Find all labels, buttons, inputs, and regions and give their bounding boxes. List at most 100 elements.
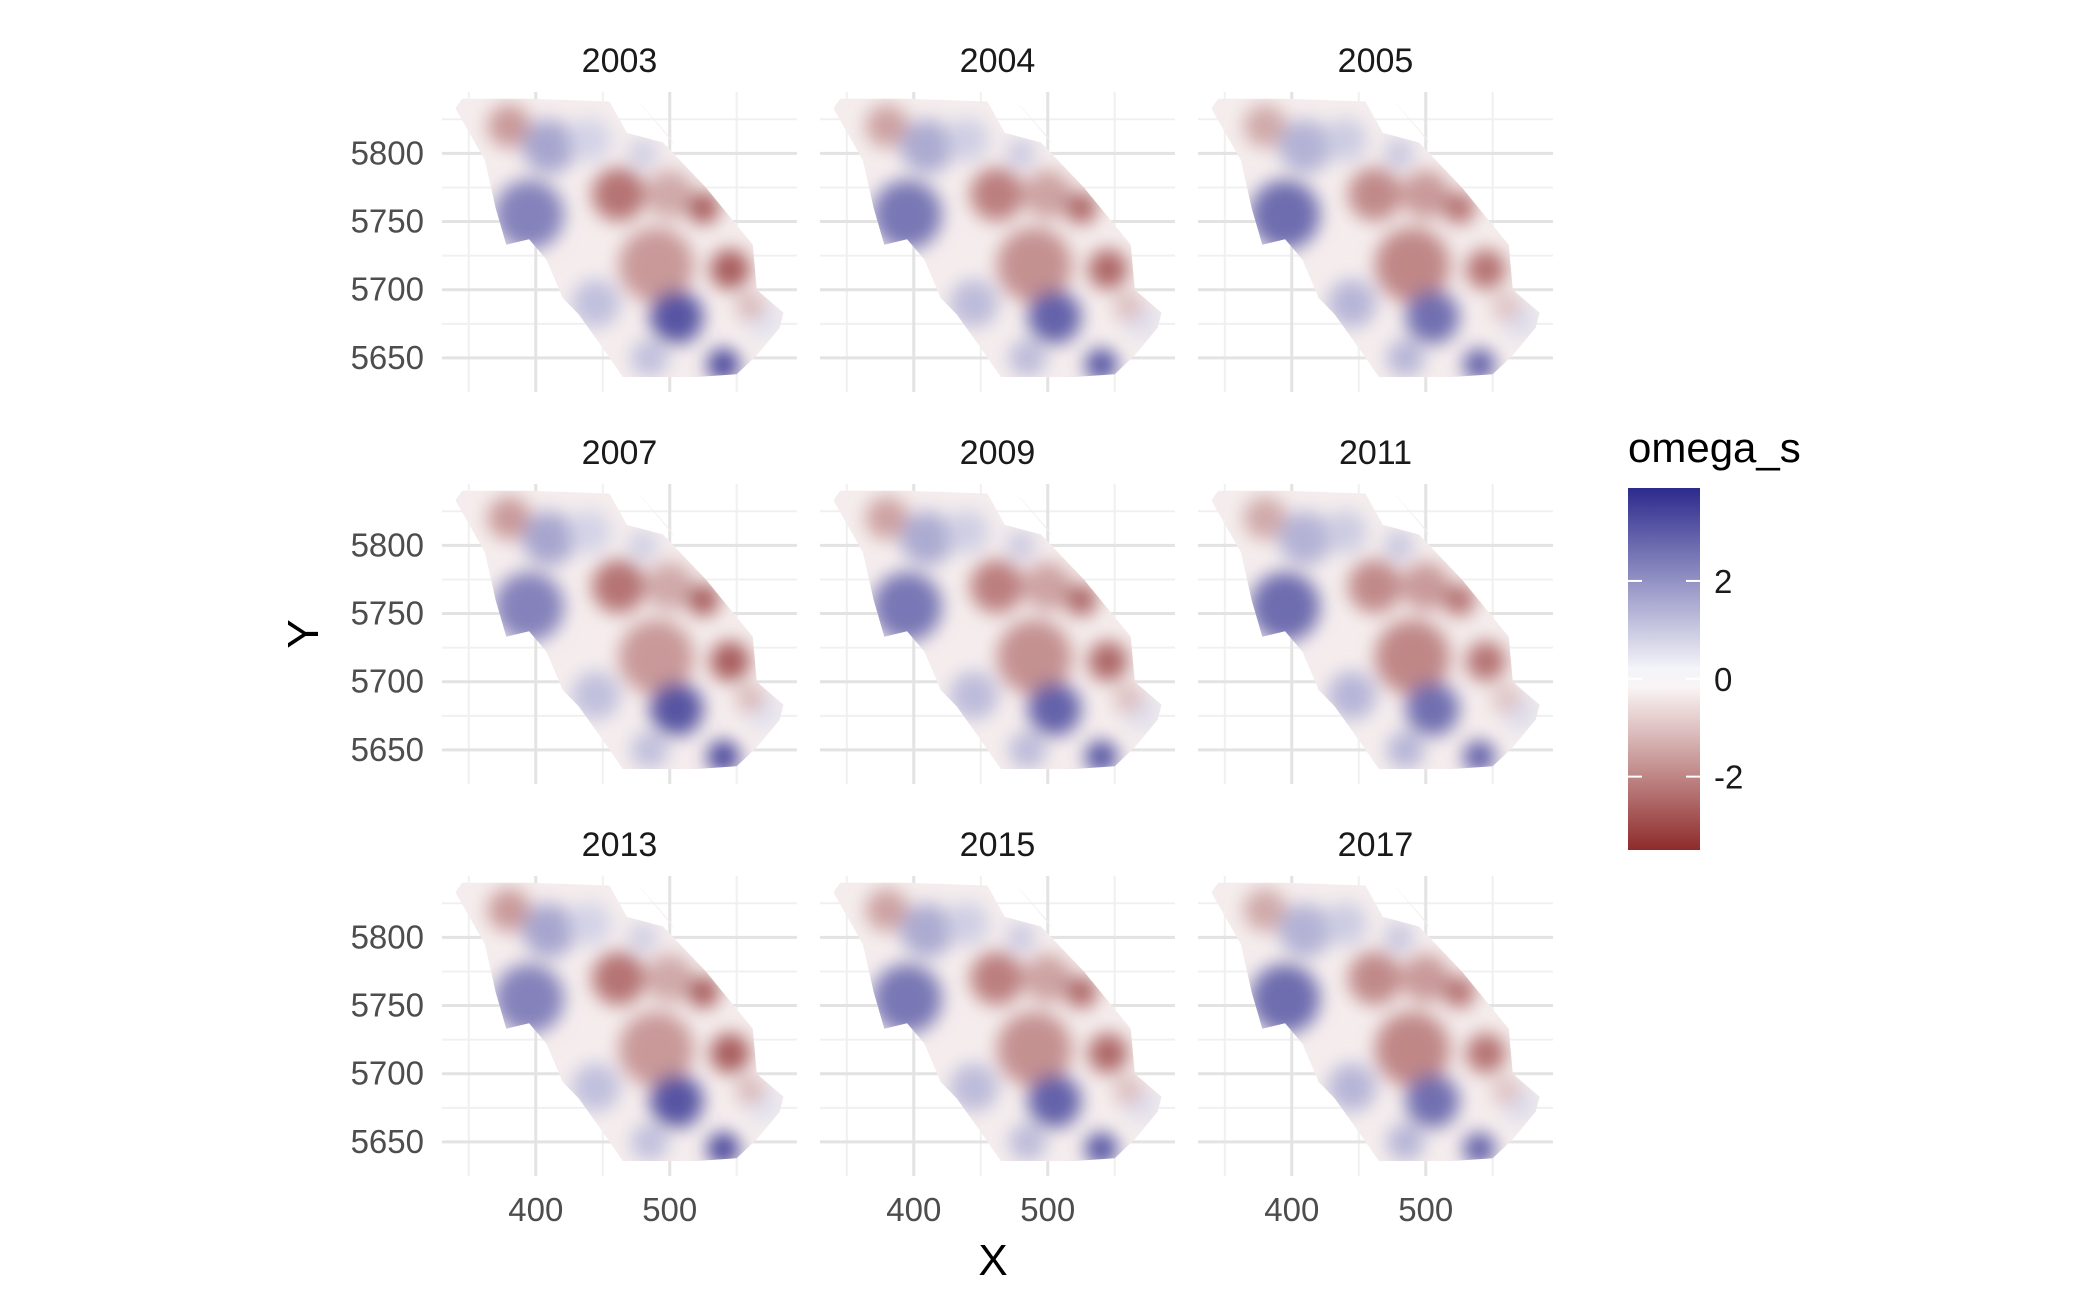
field-cell: [1465, 1033, 1507, 1074]
field-cell: [1443, 191, 1476, 224]
field-cell: [1023, 562, 1072, 611]
field-cell: [1113, 683, 1143, 713]
y-tick-label: 5750: [351, 595, 424, 632]
y-tick-label: 5700: [351, 271, 424, 308]
omega-field-region: [455, 882, 784, 1161]
omega-field-region: [833, 490, 1162, 769]
field-cells: [865, 496, 1161, 769]
facet-strip-label: 2013: [582, 826, 658, 864]
field-cell: [1323, 510, 1367, 554]
field-cells: [487, 888, 783, 1161]
legend-break-label: 0: [1714, 661, 1732, 698]
field-cell: [1327, 1063, 1377, 1112]
field-cells: [865, 888, 1161, 1161]
field-cell: [1374, 619, 1450, 695]
field-cell: [1384, 922, 1414, 953]
field-cell: [1463, 348, 1496, 378]
field-cell: [1401, 562, 1450, 611]
fill-legend: omega_s -2 0 2: [1628, 424, 1801, 850]
field-cell: [872, 179, 942, 250]
field-cell: [494, 179, 564, 250]
field-cell: [996, 1011, 1072, 1087]
field-cell: [1401, 954, 1450, 1003]
omega-field-region: [1211, 490, 1540, 769]
field-cell: [592, 559, 646, 614]
field-cell: [1023, 170, 1072, 219]
field-cell: [735, 291, 765, 321]
facet-strip-label: 2007: [582, 434, 658, 472]
field-cell: [1087, 641, 1129, 682]
facet-panel-2017: 2017 400 500: [1198, 826, 1553, 1228]
facet-strip-label: 2015: [960, 826, 1036, 864]
field-cell: [567, 902, 611, 946]
y-tick-label: 5750: [351, 987, 424, 1024]
field-cell: [1085, 740, 1118, 769]
x-axis-title: X: [978, 1236, 1007, 1285]
y-tick-label: 5650: [351, 339, 424, 376]
field-cell: [522, 511, 576, 566]
facet-strip-label: 2017: [1338, 826, 1414, 864]
field-cell: [645, 954, 694, 1003]
field-cell: [1027, 1074, 1082, 1128]
field-cells: [1243, 496, 1539, 769]
field-cell: [1243, 496, 1287, 540]
field-cell: [567, 118, 611, 162]
field-cell: [592, 951, 646, 1006]
x-tick-label: 400: [886, 1191, 941, 1228]
field-cell: [707, 1132, 740, 1161]
field-cell: [1348, 951, 1402, 1006]
field-cell: [687, 191, 720, 224]
field-cell: [1491, 1075, 1521, 1105]
facet-panel-2004: 2004: [820, 42, 1175, 392]
field-cell: [1405, 1074, 1460, 1128]
field-cell: [735, 1075, 765, 1105]
field-cell: [628, 530, 658, 561]
field-cell: [1113, 1075, 1143, 1105]
omega-field-region: [833, 98, 1162, 378]
field-cell: [649, 1074, 704, 1128]
field-cell: [1405, 682, 1460, 736]
field-cells: [487, 496, 783, 769]
field-cell: [487, 104, 531, 148]
field-cell: [645, 170, 694, 219]
field-cell: [865, 888, 909, 932]
field-cell: [571, 1063, 621, 1112]
field-cell: [571, 279, 621, 328]
field-cell: [996, 227, 1072, 303]
field-cells: [865, 104, 1161, 378]
field-cell: [1386, 339, 1425, 377]
field-cell: [865, 496, 909, 540]
field-cell: [1006, 138, 1036, 169]
field-cell: [1374, 1011, 1450, 1087]
field-cell: [618, 619, 694, 695]
y-tick-label: 5800: [351, 134, 424, 171]
field-cell: [1465, 249, 1507, 290]
omega-field-region: [1211, 98, 1540, 378]
field-cells: [1243, 104, 1539, 378]
field-cell: [709, 1033, 751, 1074]
field-cell: [1278, 119, 1332, 174]
field-cell: [487, 888, 531, 932]
legend-break-label: -2: [1714, 759, 1743, 796]
field-cell: [1384, 138, 1414, 169]
y-tick-label: 5650: [351, 1123, 424, 1160]
x-tick-label: 500: [642, 1191, 697, 1228]
facet-strip-label: 2011: [1339, 434, 1412, 472]
field-cell: [1491, 683, 1521, 713]
omega-field-region: [1211, 882, 1540, 1161]
field-cell: [1008, 339, 1047, 377]
x-tick-label: 500: [1020, 1191, 1075, 1228]
field-cell: [1027, 682, 1082, 736]
facet-strip-label: 2004: [960, 42, 1036, 80]
field-cell: [522, 903, 576, 958]
legend-title: omega_s: [1628, 424, 1801, 471]
facet-panel-2009: 2009: [820, 434, 1175, 784]
facet-strip-label: 2003: [582, 42, 658, 80]
field-cells: [1243, 888, 1539, 1161]
field-cell: [1250, 571, 1320, 642]
y-tick-label: 5750: [351, 203, 424, 240]
field-cell: [949, 1063, 999, 1112]
field-cell: [618, 227, 694, 303]
field-cell: [1087, 1033, 1129, 1074]
field-cell: [1243, 888, 1287, 932]
